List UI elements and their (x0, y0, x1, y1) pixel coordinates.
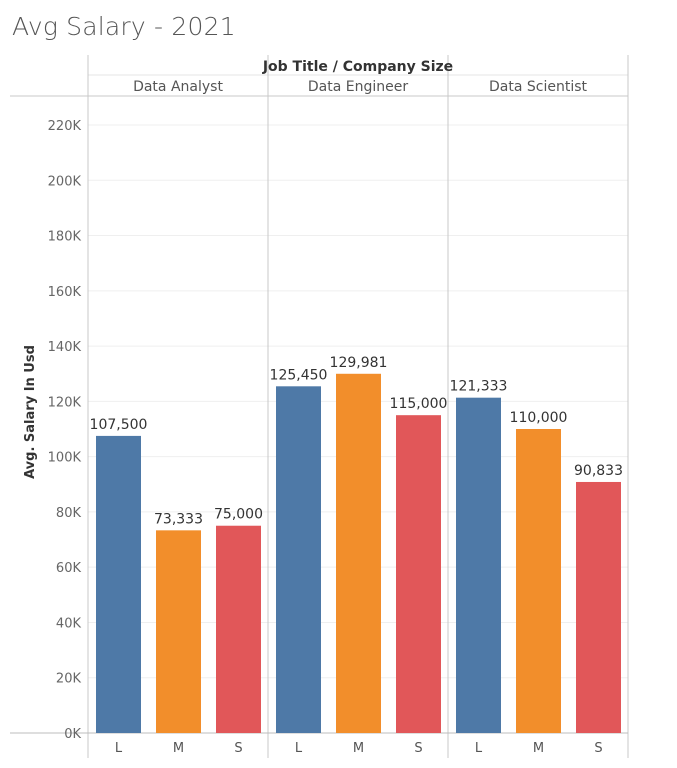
bar (456, 397, 501, 733)
y-tick-label: 100K (48, 451, 82, 466)
chart-title: Avg Salary - 2021 (12, 12, 236, 41)
group-header: Data Engineer (308, 79, 408, 95)
group-header: Data Scientist (489, 79, 588, 95)
bar (96, 435, 141, 733)
column-header-label: Job Title / Company Size (262, 59, 453, 75)
y-tick-label: 140K (48, 340, 82, 355)
data-label: 129,981 (330, 355, 388, 371)
y-tick-label: 80K (56, 506, 82, 521)
y-tick-label: 200K (48, 174, 82, 189)
x-tick-label: S (234, 741, 242, 756)
x-tick-label: L (475, 741, 483, 756)
data-label: 110,000 (510, 410, 568, 426)
bar (156, 530, 201, 733)
y-tick-label: 40K (56, 616, 82, 631)
y-tick-label: 220K (48, 119, 82, 134)
data-label: 125,450 (270, 367, 328, 383)
x-tick-label: S (594, 741, 602, 756)
data-label: 115,000 (390, 396, 448, 412)
data-label: 121,333 (450, 379, 508, 395)
bar (336, 373, 381, 733)
x-tick-label: M (533, 741, 544, 756)
bar (276, 386, 321, 733)
y-axis-ticks: 0K 20K 40K 60K 80K 100K 120K 140K 160K 180K 200K 22… (48, 119, 82, 742)
y-tick-label: 120K (48, 395, 82, 410)
y-tick-label: 20K (56, 672, 82, 687)
data-label: 75,000 (214, 507, 263, 523)
x-tick-label: L (115, 741, 123, 756)
y-tick-label: 0K (64, 727, 81, 742)
y-axis-label: Avg. Salary In Usd (23, 345, 38, 479)
x-tick-label: M (353, 741, 364, 756)
y-tick-label: 180K (48, 230, 82, 245)
y-tick-label: 60K (56, 561, 82, 576)
group-header: Data Analyst (133, 79, 223, 95)
bar (396, 415, 441, 733)
bar (516, 429, 561, 733)
data-label: 107,500 (90, 417, 148, 433)
y-tick-label: 160K (48, 285, 82, 300)
data-label: 90,833 (574, 463, 623, 479)
x-tick-label: S (414, 741, 422, 756)
data-label: 73,333 (154, 511, 203, 527)
x-tick-label: M (173, 741, 184, 756)
bar (576, 481, 621, 733)
bar (216, 525, 261, 733)
group-headers: Data Analyst Data Engineer Data Scientist (133, 79, 587, 95)
x-tick-label: L (295, 741, 303, 756)
